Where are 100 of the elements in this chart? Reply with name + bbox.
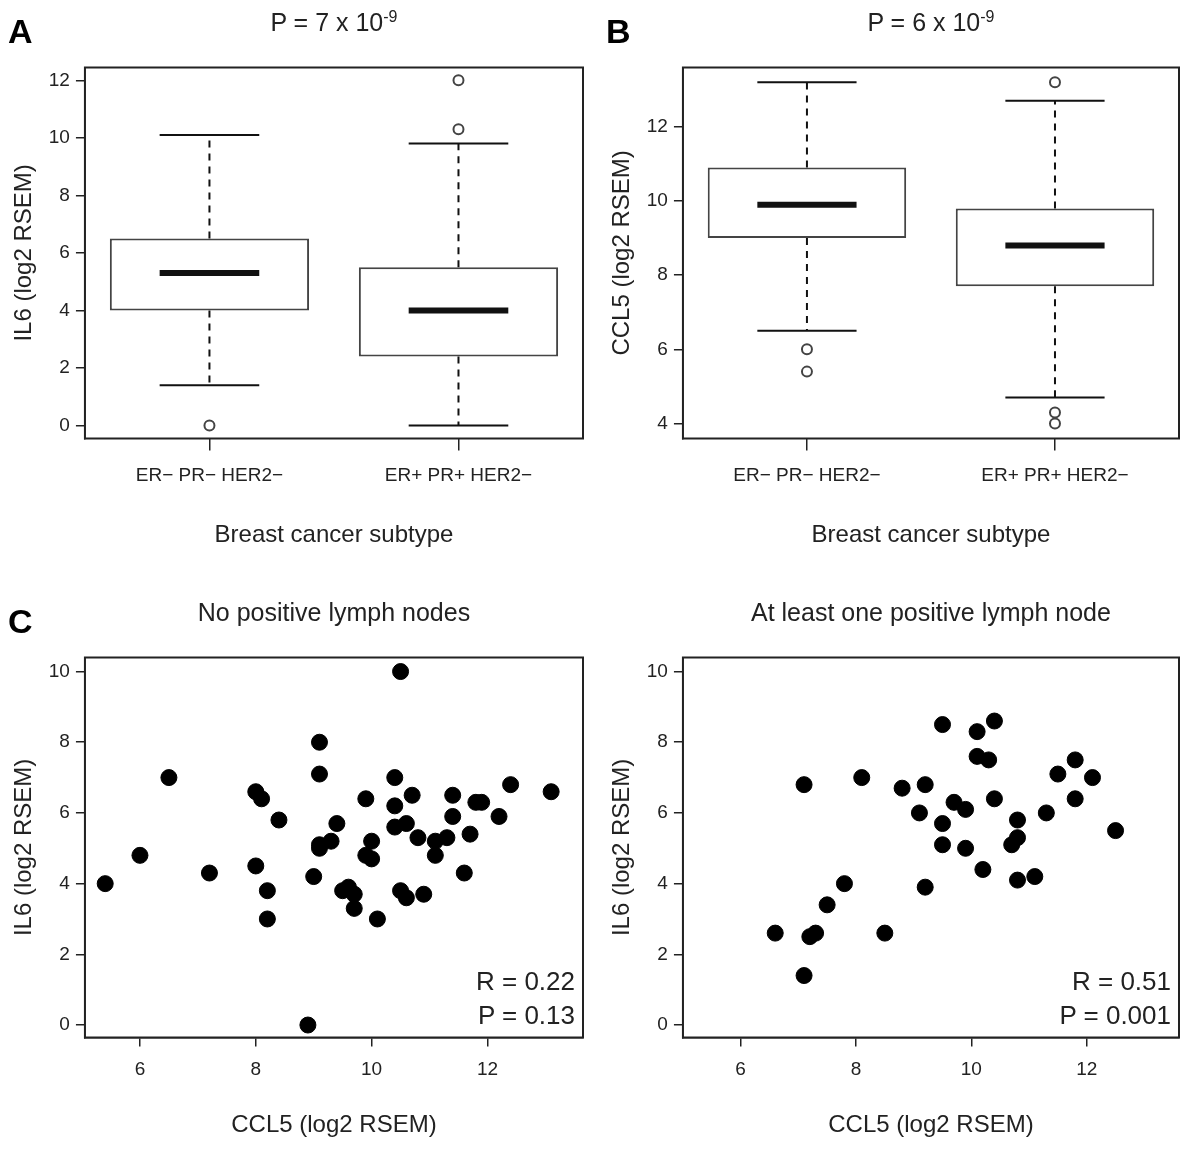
annotation: P = 0.13 (477, 999, 575, 1030)
y-tick-label: 4 (59, 298, 71, 320)
annotation: P = 0.001 (1059, 999, 1171, 1030)
point (310, 765, 328, 783)
chart-title: P = 6 x 10$^{-9}$ (867, 8, 995, 38)
point (957, 800, 975, 818)
point (985, 790, 1003, 808)
y-tick-label: 2 (59, 942, 70, 964)
x-tick-label: 8 (850, 1058, 862, 1080)
x-axis-title: CCL5 (log2 RSEM) (231, 1110, 437, 1138)
point (461, 825, 479, 843)
x-tick-label: ER− PR− HER2− (135, 464, 284, 486)
point (985, 712, 1003, 730)
text: C (8, 602, 33, 641)
point (542, 783, 560, 801)
y-tick-label: 8 (59, 183, 70, 205)
point (363, 832, 381, 850)
point (916, 776, 934, 794)
x-tick-label: 10 (960, 1058, 982, 1080)
point (397, 815, 415, 833)
point (299, 1016, 317, 1034)
y-tick-label: 6 (59, 241, 70, 263)
x-axis-title: CCL5 (log2 RSEM) (828, 1110, 1034, 1138)
point (444, 786, 462, 804)
y-tick-label: 12 (646, 114, 668, 136)
x-tick-label: 10 (361, 1058, 383, 1080)
y-tick-label: 10 (646, 189, 668, 211)
x-tick-label: ER− PR− HER2− (733, 464, 881, 486)
point (438, 829, 456, 847)
point (853, 769, 871, 787)
y-tick-label: 4 (657, 411, 669, 433)
point (968, 723, 986, 741)
point (96, 875, 114, 893)
text: A (8, 12, 33, 51)
point (1107, 822, 1125, 840)
point (253, 790, 271, 808)
point (795, 967, 813, 985)
point (397, 889, 415, 907)
point (403, 786, 421, 804)
point (818, 896, 836, 914)
annotation: R = 0.51 (1071, 965, 1171, 996)
y-tick-label: 10 (48, 659, 70, 681)
x-tick-label: ER+ PR+ HER2− (384, 464, 533, 486)
point (934, 836, 951, 854)
x-axis-title: Breast cancer subtype (811, 520, 1051, 548)
y-tick-label: 2 (657, 942, 668, 964)
point (386, 769, 404, 787)
x-axis-title: Breast cancer subtype (214, 520, 454, 548)
point (247, 857, 265, 875)
point (934, 815, 951, 833)
x-tick-label: 12 (476, 1058, 499, 1080)
point (945, 793, 963, 811)
annotation: R = 0.22 (475, 965, 575, 996)
text: B (606, 12, 631, 51)
point (893, 779, 911, 797)
chart-title: At least one positive lymph node (750, 598, 1111, 627)
point (934, 716, 951, 734)
point (310, 733, 328, 751)
chart-title: P = 7 x 10$^{-9}$ (270, 8, 398, 38)
y-axis-title: CCL5 (log2 RSEM) (607, 150, 635, 356)
point (916, 878, 934, 896)
point (426, 846, 444, 864)
point (910, 804, 928, 822)
point (258, 910, 276, 928)
y-tick-label: 0 (59, 1013, 70, 1035)
point (957, 839, 975, 857)
point (409, 829, 427, 847)
point (1037, 804, 1055, 822)
point (490, 807, 508, 825)
point (160, 769, 178, 787)
point (1026, 868, 1044, 886)
point (1066, 790, 1084, 808)
point (258, 882, 276, 900)
y-axis-title: IL6 (log2 RSEM) (9, 164, 37, 342)
y-tick-label: 4 (657, 871, 669, 893)
y-tick-label: 0 (59, 413, 70, 435)
point (835, 875, 853, 893)
point (766, 924, 784, 942)
point (1008, 829, 1026, 847)
point (807, 924, 825, 942)
point (363, 850, 381, 868)
y-tick-label: 0 (657, 1013, 668, 1035)
point (322, 832, 340, 850)
y-tick-label: 6 (657, 801, 668, 823)
point (345, 899, 363, 917)
chart-title: No positive lymph nodes (197, 598, 471, 627)
x-tick-label: 8 (250, 1058, 262, 1080)
point (980, 751, 998, 769)
y-axis-title: IL6 (log2 RSEM) (9, 758, 37, 937)
y-tick-label: 8 (657, 263, 668, 285)
point (392, 663, 410, 681)
y-tick-label: 10 (48, 126, 70, 148)
point (795, 776, 813, 794)
point (345, 885, 363, 903)
y-axis-title: IL6 (log2 RSEM) (607, 758, 635, 937)
y-tick-label: 6 (59, 801, 70, 823)
point (305, 868, 323, 886)
point (455, 864, 473, 882)
point (974, 860, 992, 878)
x-tick-label: 12 (1076, 1058, 1098, 1080)
